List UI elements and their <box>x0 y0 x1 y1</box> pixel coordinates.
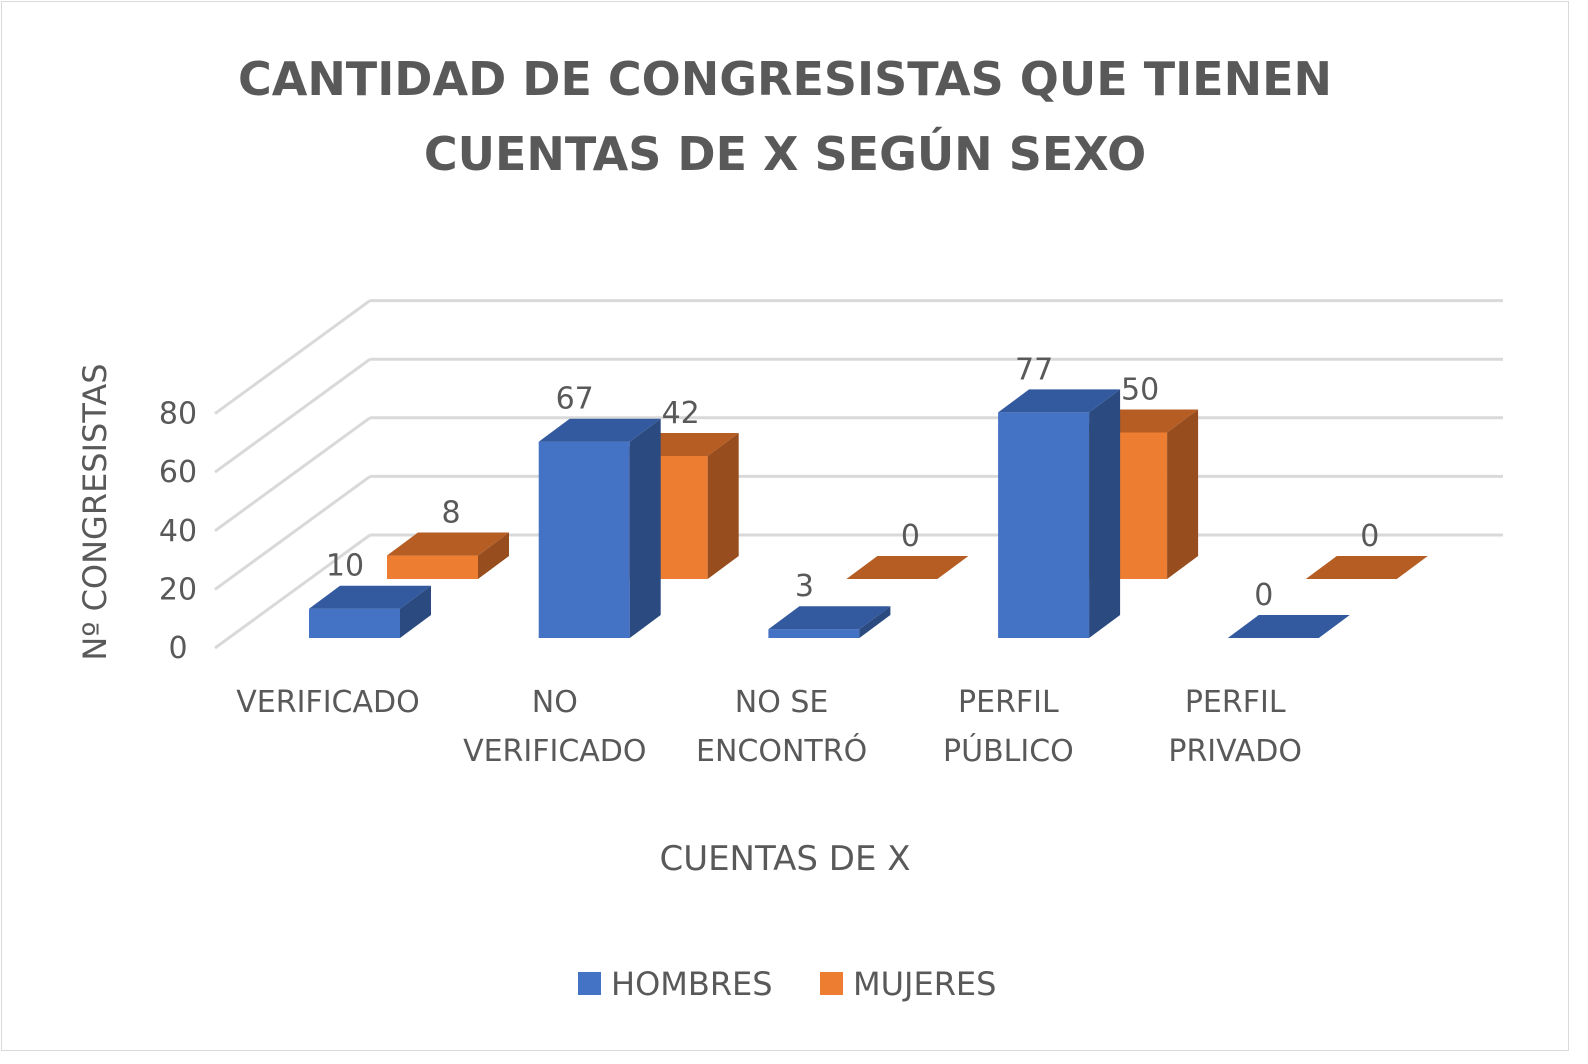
data-label: 0 <box>1254 578 1273 613</box>
bar-hombres-side <box>1089 389 1121 638</box>
x-tick-label: PERFIL <box>1185 685 1286 720</box>
x-tick-label: NO <box>532 685 578 720</box>
chart-area <box>1 1 1569 1051</box>
x-tick-label: PERFIL <box>958 685 1059 720</box>
gridline-diagonal <box>214 475 371 591</box>
data-label: 3 <box>795 569 814 604</box>
x-tick-label: PRIVADO <box>1168 734 1302 769</box>
bar-hombres-front <box>309 608 400 638</box>
gridline-diagonal <box>214 357 371 474</box>
bar-hombres-front <box>768 629 860 638</box>
y-tick-label: 40 <box>159 514 197 549</box>
chart-title: CUENTAS DE X SEGÚN SEXO <box>424 127 1146 181</box>
bar-mujeres-top <box>387 532 509 556</box>
bar-hombres-front <box>998 412 1090 638</box>
bar-mujeres-side <box>1167 409 1199 579</box>
bar-hombres-top <box>538 418 661 442</box>
legend-swatch-mujeres <box>820 972 843 995</box>
data-label: 77 <box>1015 352 1053 387</box>
legend-swatch-hombres <box>578 972 601 995</box>
bar-hombres-top <box>1227 615 1350 638</box>
bar-mujeres-front <box>387 555 478 579</box>
bar-hombres-side <box>629 418 661 638</box>
data-label: 42 <box>662 396 700 431</box>
x-tick-label: NO SE <box>735 685 829 720</box>
data-label: 0 <box>1360 519 1379 554</box>
chart-title: CANTIDAD DE CONGRESISTAS QUE TIENEN <box>238 52 1332 106</box>
y-tick-label: 20 <box>159 572 197 607</box>
data-label: 67 <box>556 382 594 417</box>
data-label: 10 <box>326 549 364 584</box>
bar-mujeres-side <box>707 432 739 579</box>
y-tick-label: 80 <box>159 397 197 432</box>
x-tick-label: VERIFICADO <box>463 734 646 769</box>
data-label: 50 <box>1121 373 1159 408</box>
gridline-diagonal <box>214 416 371 533</box>
bar-mujeres-top <box>1305 556 1428 579</box>
y-axis-title: Nº CONGRESISTAS <box>76 363 114 660</box>
bar-hombres-top <box>309 585 431 609</box>
data-label: 8 <box>441 496 460 531</box>
legend-label: HOMBRES <box>611 965 773 1003</box>
gridline-diagonal <box>214 533 371 650</box>
bar-hombres-top <box>768 606 891 630</box>
bar-mujeres-top <box>846 556 969 579</box>
legend-label: MUJERES <box>853 965 996 1003</box>
x-tick-label: PÚBLICO <box>943 732 1074 769</box>
gridline-diagonal <box>214 299 371 415</box>
bar-hombres-front <box>538 441 630 638</box>
bar-hombres-side <box>400 585 431 638</box>
bar-hombres-top <box>998 389 1121 413</box>
y-tick-label: 0 <box>168 631 187 666</box>
data-label: 0 <box>901 519 920 554</box>
bar-mujeres-side <box>478 532 509 579</box>
x-tick-label: ENCONTRÓ <box>696 732 867 769</box>
bar-hombres-side <box>859 606 891 638</box>
x-axis-title: CUENTAS DE X <box>659 839 910 879</box>
x-tick-label: VERIFICADO <box>236 685 419 720</box>
y-tick-label: 60 <box>159 455 197 490</box>
